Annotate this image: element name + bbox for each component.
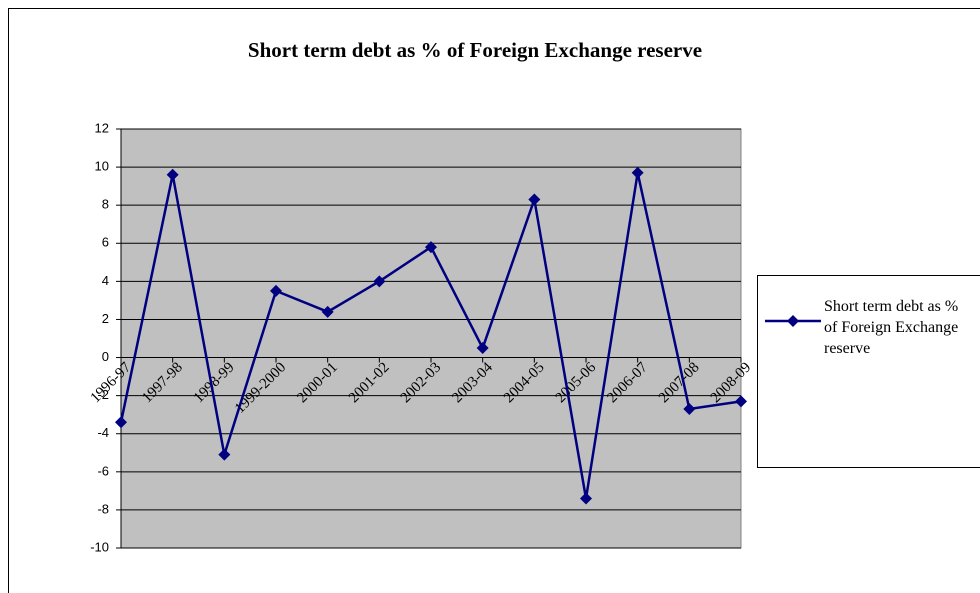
- data-point: [528, 193, 541, 206]
- data-point: [476, 342, 489, 355]
- data-point: [218, 448, 231, 461]
- data-point: [425, 241, 437, 254]
- data-point: [580, 492, 592, 505]
- y-tick-label: -8: [97, 501, 109, 516]
- chart-title: Short term debt as % of Foreign Exchange…: [248, 38, 702, 62]
- data-point: [115, 416, 127, 429]
- legend-box: [757, 275, 980, 468]
- data-point: [321, 305, 334, 318]
- data-point: [166, 168, 179, 181]
- legend-marker: [787, 315, 799, 327]
- y-tick-label: 10: [95, 159, 109, 174]
- y-tick-label: 12: [95, 120, 109, 135]
- y-tick-label: -4: [97, 425, 109, 440]
- y-tick-label: 8: [102, 197, 109, 212]
- y-tick-label: 4: [102, 273, 109, 288]
- chart-border: [8, 8, 980, 593]
- y-tick-label: -10: [90, 539, 109, 554]
- y-tick-label: 6: [102, 235, 109, 250]
- data-point: [735, 395, 747, 408]
- y-tick-label: -6: [97, 463, 109, 478]
- data-point: [270, 284, 282, 297]
- y-tick-label: 0: [102, 349, 109, 364]
- plot-area: [120, 128, 742, 549]
- data-point: [683, 402, 696, 415]
- legend-label: Short term debt as % of Foreign Exchange…: [824, 298, 959, 357]
- y-tick-label: -2: [97, 387, 109, 402]
- y-tick-label: 2: [102, 311, 109, 326]
- data-point: [373, 275, 386, 288]
- data-point: [631, 166, 644, 179]
